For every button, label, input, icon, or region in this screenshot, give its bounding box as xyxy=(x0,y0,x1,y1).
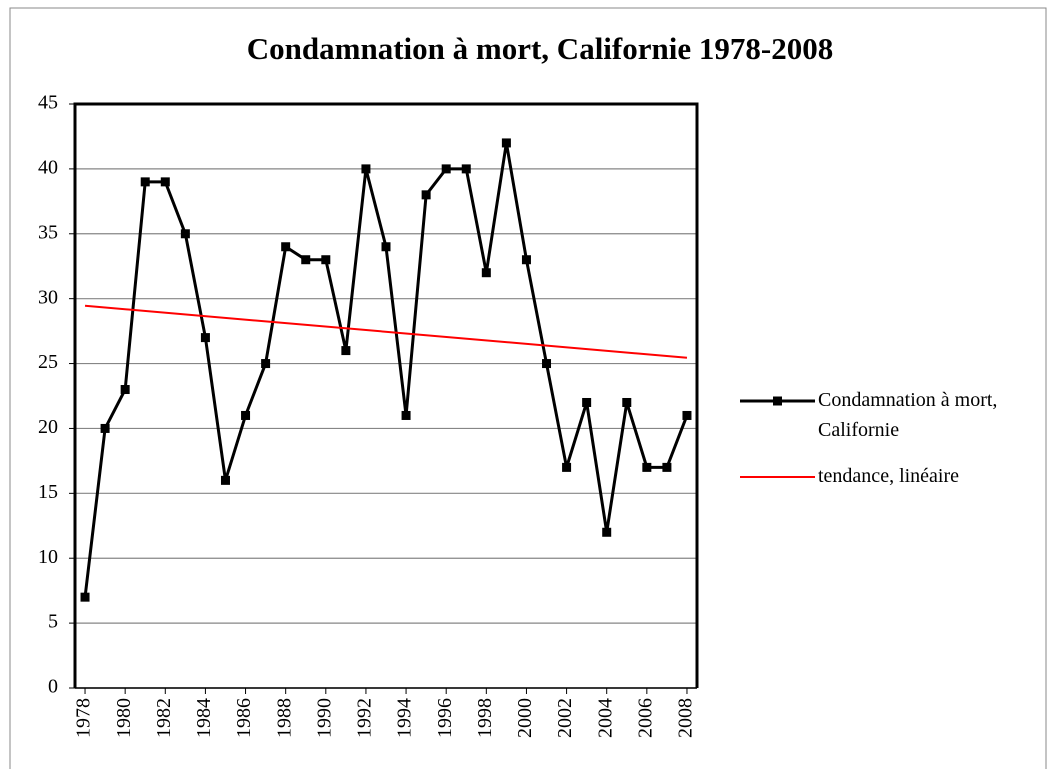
x-tick-label: 2002 xyxy=(554,698,576,738)
marker xyxy=(361,164,371,174)
marker xyxy=(562,462,572,472)
marker xyxy=(100,423,110,433)
y-tick-label: 35 xyxy=(38,221,58,243)
legend-item: tendance, linéaire xyxy=(818,465,960,487)
x-tick-label: 1980 xyxy=(113,698,135,738)
marker xyxy=(341,346,351,356)
y-tick-label: 30 xyxy=(38,286,58,308)
x-tick-label: 1978 xyxy=(73,698,95,738)
marker xyxy=(602,527,612,537)
x-tick-label: 2004 xyxy=(594,698,616,738)
marker xyxy=(241,410,251,420)
y-tick-label: 10 xyxy=(38,546,58,568)
marker xyxy=(662,462,672,472)
marker xyxy=(381,242,391,252)
marker xyxy=(200,333,210,343)
marker xyxy=(220,475,230,485)
marker xyxy=(461,164,471,174)
marker xyxy=(120,385,130,395)
marker xyxy=(80,592,90,602)
y-tick-label: 20 xyxy=(38,416,58,438)
y-tick-label: 40 xyxy=(38,156,58,178)
chart-title: Condamnation à mort, Californie 1978-200… xyxy=(247,31,833,66)
x-tick-label: 1992 xyxy=(354,698,376,738)
x-tick-label: 1990 xyxy=(313,698,335,738)
marker xyxy=(261,359,271,369)
marker xyxy=(140,177,150,187)
marker xyxy=(481,268,491,278)
x-tick-label: 1996 xyxy=(434,698,456,738)
marker xyxy=(622,397,632,407)
marker xyxy=(441,164,451,174)
x-tick-label: 1986 xyxy=(233,698,255,738)
marker xyxy=(501,138,511,148)
y-tick-label: 45 xyxy=(38,92,58,114)
x-tick-label: 1982 xyxy=(153,698,175,738)
plot-area xyxy=(75,104,697,688)
plot-border xyxy=(73,102,699,688)
marker xyxy=(521,255,531,265)
legend-marker xyxy=(773,396,782,406)
marker xyxy=(281,242,291,252)
marker xyxy=(401,410,411,420)
marker xyxy=(180,229,190,239)
marker xyxy=(542,359,552,369)
marker xyxy=(582,397,592,407)
x-tick-label: 1994 xyxy=(394,698,416,738)
x-tick-label: 1988 xyxy=(273,698,295,738)
marker xyxy=(301,255,311,265)
legend-label: tendance, linéaire xyxy=(818,465,960,487)
x-tick-label: 1998 xyxy=(474,698,496,738)
marker xyxy=(642,462,652,472)
y-tick-label: 5 xyxy=(48,611,58,633)
marker xyxy=(421,190,431,200)
series-line xyxy=(84,304,688,359)
legend-label: Condamnation à mort, Californie xyxy=(818,389,998,441)
marker xyxy=(682,410,692,420)
legend-item: Condamnation à mort, Californie xyxy=(818,389,998,441)
x-tick-label: 2008 xyxy=(675,698,697,738)
marker xyxy=(321,255,331,265)
x-tick-label: 2006 xyxy=(634,698,656,738)
y-tick-label: 25 xyxy=(38,351,58,373)
marker xyxy=(160,177,170,187)
x-tick-label: 1984 xyxy=(193,698,215,738)
y-tick-label: 15 xyxy=(38,481,58,503)
x-tick-label: 2000 xyxy=(514,698,536,738)
y-tick-label: 0 xyxy=(48,676,58,698)
